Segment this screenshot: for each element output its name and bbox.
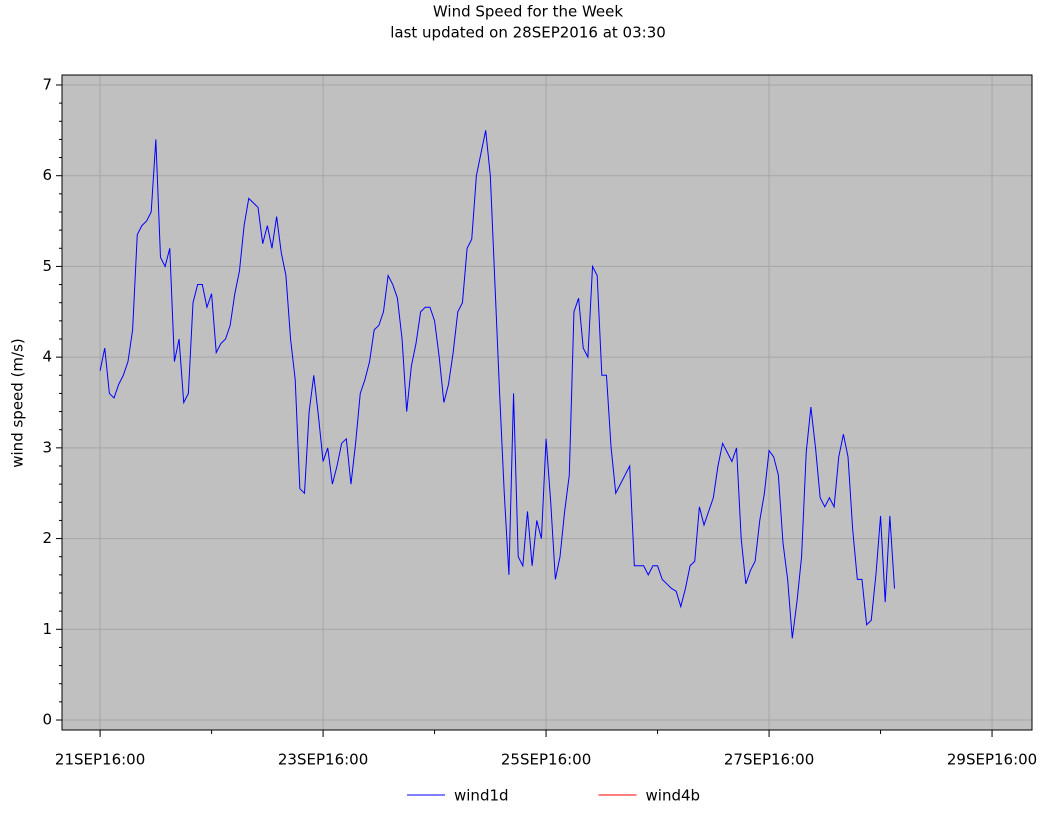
y-tick-label: 6 [42, 166, 52, 184]
y-axis-label: wind speed (m/s) [9, 338, 27, 468]
chart-subtitle: last updated on 28SEP2016 at 03:30 [390, 24, 666, 42]
y-tick-label: 0 [42, 711, 52, 729]
x-tick-label: 21SEP16:00 [55, 751, 145, 769]
legend-label: wind4b [646, 787, 701, 805]
chart-title: Wind Speed for the Week [433, 3, 623, 21]
legend-label: wind1d [454, 787, 509, 805]
y-tick-label: 7 [42, 75, 52, 93]
y-tick-label: 4 [42, 348, 52, 366]
y-tick-label: 5 [42, 257, 52, 275]
x-tick-label: 25SEP16:00 [501, 751, 591, 769]
y-tick-label: 3 [42, 438, 52, 456]
x-tick-label: 29SEP16:00 [947, 751, 1037, 769]
y-tick-label: 2 [42, 529, 52, 547]
x-tick-label: 23SEP16:00 [278, 751, 368, 769]
y-tick-label: 1 [42, 620, 52, 638]
data-line [99, 130, 895, 639]
plot-border [61, 74, 1033, 731]
x-tick-label: 27SEP16:00 [724, 751, 814, 769]
plot-area [62, 75, 1032, 730]
